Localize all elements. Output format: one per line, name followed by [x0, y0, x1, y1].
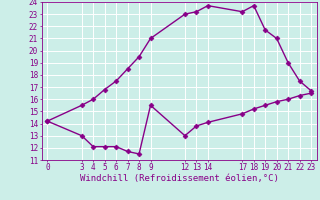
X-axis label: Windchill (Refroidissement éolien,°C): Windchill (Refroidissement éolien,°C): [80, 174, 279, 183]
